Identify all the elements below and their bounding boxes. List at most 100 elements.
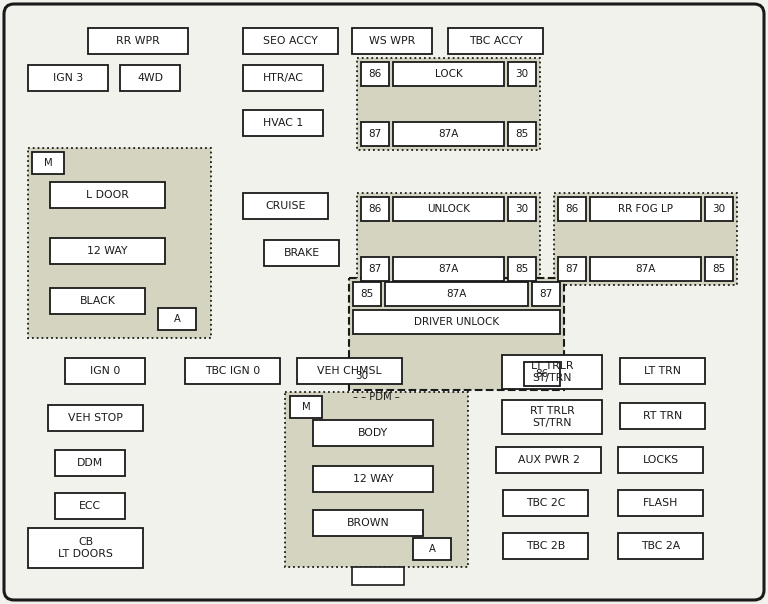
Text: CRUISE: CRUISE (265, 201, 306, 211)
FancyBboxPatch shape (28, 65, 108, 91)
FancyBboxPatch shape (508, 257, 536, 281)
Text: 87: 87 (565, 264, 578, 274)
FancyBboxPatch shape (508, 122, 536, 146)
FancyBboxPatch shape (705, 257, 733, 281)
Text: M: M (302, 402, 310, 412)
FancyBboxPatch shape (28, 148, 211, 338)
FancyBboxPatch shape (243, 28, 338, 54)
FancyBboxPatch shape (357, 193, 540, 285)
FancyBboxPatch shape (4, 4, 764, 600)
FancyBboxPatch shape (55, 493, 125, 519)
Text: HVAC 1: HVAC 1 (263, 118, 303, 128)
FancyBboxPatch shape (353, 310, 560, 334)
FancyBboxPatch shape (290, 396, 322, 418)
FancyBboxPatch shape (185, 358, 280, 384)
FancyBboxPatch shape (158, 308, 196, 330)
FancyBboxPatch shape (264, 240, 339, 266)
FancyBboxPatch shape (524, 362, 560, 386)
FancyBboxPatch shape (393, 197, 504, 221)
Text: TBC ACCY: TBC ACCY (468, 36, 522, 46)
Text: 12 WAY: 12 WAY (88, 246, 127, 256)
FancyBboxPatch shape (361, 122, 389, 146)
FancyBboxPatch shape (48, 405, 143, 431)
FancyBboxPatch shape (50, 288, 145, 314)
FancyBboxPatch shape (297, 358, 402, 384)
Text: BLACK: BLACK (80, 296, 115, 306)
Text: 87: 87 (539, 289, 553, 299)
FancyBboxPatch shape (361, 62, 389, 86)
FancyBboxPatch shape (243, 110, 323, 136)
Text: DDM: DDM (77, 458, 103, 468)
Text: A: A (429, 544, 435, 554)
Text: 87A: 87A (635, 264, 656, 274)
Text: IGN 3: IGN 3 (53, 73, 83, 83)
Text: 87A: 87A (439, 264, 458, 274)
Text: 86: 86 (565, 204, 578, 214)
FancyBboxPatch shape (32, 152, 64, 174)
Text: L DOOR: L DOOR (86, 190, 129, 200)
Text: 87: 87 (369, 264, 382, 274)
FancyBboxPatch shape (357, 58, 540, 150)
FancyBboxPatch shape (349, 278, 564, 390)
FancyBboxPatch shape (285, 392, 468, 567)
FancyBboxPatch shape (503, 490, 588, 516)
FancyBboxPatch shape (532, 282, 560, 306)
Text: LOCKS: LOCKS (643, 455, 679, 465)
FancyBboxPatch shape (50, 182, 165, 208)
FancyBboxPatch shape (413, 538, 451, 560)
FancyBboxPatch shape (618, 533, 703, 559)
Text: TBC IGN 0: TBC IGN 0 (205, 366, 260, 376)
FancyBboxPatch shape (620, 358, 705, 384)
FancyBboxPatch shape (558, 197, 586, 221)
FancyBboxPatch shape (393, 257, 504, 281)
Text: HTR/AC: HTR/AC (263, 73, 303, 83)
FancyBboxPatch shape (502, 355, 602, 389)
FancyBboxPatch shape (65, 358, 145, 384)
Text: IGN 0: IGN 0 (90, 366, 120, 376)
Text: TBC 2C: TBC 2C (526, 498, 565, 508)
Text: DRIVER UNLOCK: DRIVER UNLOCK (414, 317, 499, 327)
Text: AUX PWR 2: AUX PWR 2 (518, 455, 579, 465)
Text: 87A: 87A (446, 289, 467, 299)
Text: 86: 86 (369, 69, 382, 79)
Text: 4WD: 4WD (137, 73, 163, 83)
FancyBboxPatch shape (88, 28, 188, 54)
Text: RR FOG LP: RR FOG LP (618, 204, 673, 214)
FancyBboxPatch shape (590, 197, 701, 221)
Text: 85: 85 (515, 129, 528, 139)
Text: 87: 87 (369, 129, 382, 139)
FancyBboxPatch shape (361, 257, 389, 281)
Text: 86: 86 (535, 369, 548, 379)
FancyBboxPatch shape (554, 193, 737, 285)
FancyBboxPatch shape (558, 257, 586, 281)
FancyBboxPatch shape (313, 420, 433, 446)
FancyBboxPatch shape (508, 197, 536, 221)
FancyBboxPatch shape (508, 62, 536, 86)
FancyBboxPatch shape (353, 282, 381, 306)
FancyBboxPatch shape (243, 65, 323, 91)
FancyBboxPatch shape (120, 65, 180, 91)
FancyBboxPatch shape (503, 533, 588, 559)
FancyBboxPatch shape (313, 510, 423, 536)
FancyBboxPatch shape (385, 282, 528, 306)
FancyBboxPatch shape (448, 28, 543, 54)
Text: 30: 30 (713, 204, 726, 214)
FancyBboxPatch shape (243, 193, 328, 219)
FancyBboxPatch shape (618, 490, 703, 516)
Text: SEO ACCY: SEO ACCY (263, 36, 318, 46)
Text: VEH CHMSL: VEH CHMSL (317, 366, 382, 376)
Text: 86: 86 (369, 204, 382, 214)
Text: 12 WAY: 12 WAY (353, 474, 393, 484)
FancyBboxPatch shape (496, 447, 601, 473)
FancyBboxPatch shape (705, 197, 733, 221)
Text: – – PDM –: – – PDM – (353, 392, 400, 402)
Text: BROWN: BROWN (346, 518, 389, 528)
FancyBboxPatch shape (618, 447, 703, 473)
FancyBboxPatch shape (55, 450, 125, 476)
FancyBboxPatch shape (352, 567, 404, 585)
FancyBboxPatch shape (50, 238, 165, 264)
Text: 30: 30 (515, 204, 528, 214)
FancyBboxPatch shape (393, 62, 504, 86)
Text: 87A: 87A (439, 129, 458, 139)
Text: 30: 30 (355, 371, 368, 381)
